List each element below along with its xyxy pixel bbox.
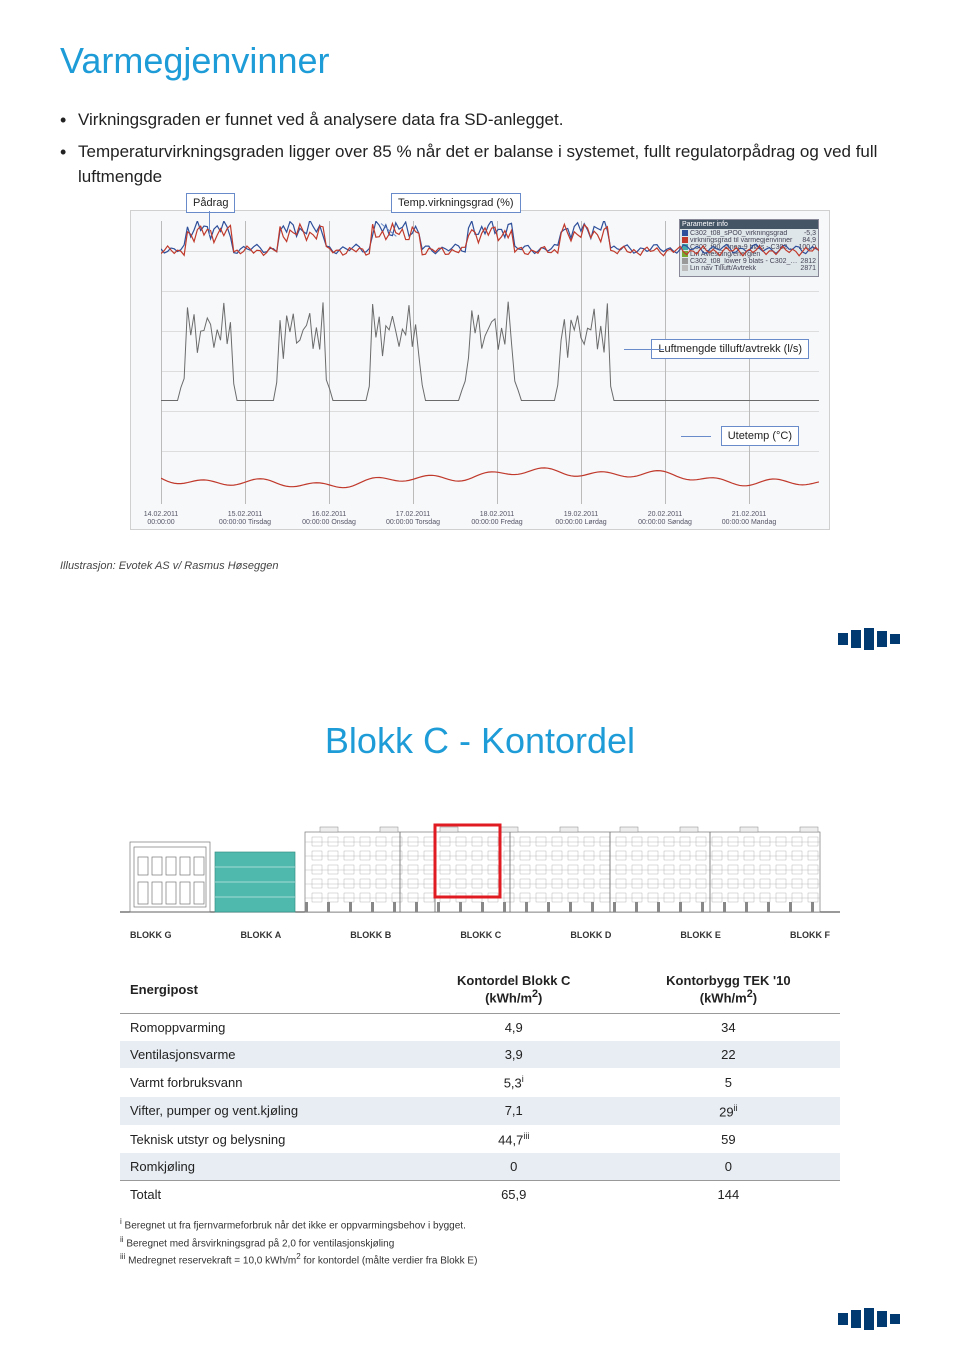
sd-chart: Parameter infoC302_t08_sPO0_virkningsgra…: [130, 210, 830, 530]
energy-table: Energipost Kontordel Blokk C (kWh/m2) Ko…: [120, 965, 840, 1208]
blokk-label: BLOKK F: [790, 930, 830, 940]
cell-c1: 4,9: [411, 1014, 617, 1042]
cell-label: Romoppvarming: [120, 1014, 411, 1042]
blokk-label: BLOKK A: [241, 930, 282, 940]
annot-padrag: Pådrag: [186, 193, 235, 213]
yit-logo-icon: [838, 628, 900, 650]
cell-label: Varmt forbruksvann: [120, 1068, 411, 1096]
cell-label: Vifter, pumper og vent.kjøling: [120, 1097, 411, 1125]
annot-luft: Luftmengde tilluft/avtrekk (l/s): [651, 339, 809, 359]
blokk-label: BLOKK E: [680, 930, 721, 940]
table-row: Teknisk utstyr og belysning44,7iii59: [120, 1125, 840, 1153]
slide-blokk-c: Blokk C - Kontordel BLOKK GBLOKK ABLO: [0, 680, 960, 1360]
th-tek10: Kontorbygg TEK '10 (kWh/m2): [617, 965, 840, 1014]
cell-c2: 5: [617, 1068, 840, 1096]
cell-c2: 22: [617, 1041, 840, 1068]
slide1-title: Varmegjenvinner: [60, 40, 900, 82]
cell-c1: 7,1: [411, 1097, 617, 1125]
building-svg: [120, 787, 840, 927]
annot-temp: Temp.virkningsgrad (%): [391, 193, 521, 213]
blokk-label: BLOKK B: [350, 930, 391, 940]
cell-c2: 144: [617, 1181, 840, 1209]
bullet-item: Temperaturvirkningsgraden ligger over 85…: [60, 139, 900, 190]
building-figure: BLOKK G BLOKK A BLOKK B BLOKK C BLOKK D BLOKK…: [120, 787, 840, 940]
annot-ute: Utetemp (°C): [721, 426, 799, 446]
table-row: Varmt forbruksvann5,3i5: [120, 1068, 840, 1096]
cell-c1: 0: [411, 1153, 617, 1181]
cell-label: Totalt: [120, 1181, 411, 1209]
building-labels: BLOKK G BLOKK A BLOKK B BLOKK C BLOKK D BLOKK…: [120, 927, 840, 940]
th-energipost: Energipost: [120, 965, 411, 1014]
slide1-caption: Illustrasjon: Evotek AS v/ Rasmus Høsegg…: [60, 560, 900, 572]
cell-label: Teknisk utstyr og belysning: [120, 1125, 411, 1153]
table-row: Vifter, pumper og vent.kjøling7,129ii: [120, 1097, 840, 1125]
cell-c2: 29ii: [617, 1097, 840, 1125]
slide2-title: Blokk C - Kontordel: [60, 720, 900, 762]
table-row: Ventilasjonsvarme3,922: [120, 1041, 840, 1068]
slide1-bullets: Virkningsgraden er funnet ved å analyser…: [60, 107, 900, 190]
bullet-item: Virkningsgraden er funnet ved å analyser…: [60, 107, 900, 133]
cell-c1: 5,3i: [411, 1068, 617, 1096]
chart-svg: [161, 221, 819, 505]
cell-label: Ventilasjonsvarme: [120, 1041, 411, 1068]
blokk-label: BLOKK C: [460, 930, 501, 940]
footnotes: i Beregnet ut fra fjernvarmeforbruk når …: [120, 1216, 840, 1268]
blokk-label: BLOKK G: [130, 930, 172, 940]
yit-logo-icon: [838, 1308, 900, 1330]
cell-c2: 59: [617, 1125, 840, 1153]
cell-label: Romkjøling: [120, 1153, 411, 1181]
cell-c2: 0: [617, 1153, 840, 1181]
cell-c1: 3,9: [411, 1041, 617, 1068]
table-row: Romoppvarming4,934: [120, 1014, 840, 1042]
th-blokk-c: Kontordel Blokk C (kWh/m2): [411, 965, 617, 1014]
table-row: Romkjøling00: [120, 1153, 840, 1181]
slide-varmegjenvinner: Varmegjenvinner Virkningsgraden er funne…: [0, 0, 960, 680]
blokk-label: BLOKK D: [570, 930, 611, 940]
cell-c2: 34: [617, 1014, 840, 1042]
cell-c1: 65,9: [411, 1181, 617, 1209]
cell-c1: 44,7iii: [411, 1125, 617, 1153]
table-row: Totalt65,9144: [120, 1181, 840, 1209]
